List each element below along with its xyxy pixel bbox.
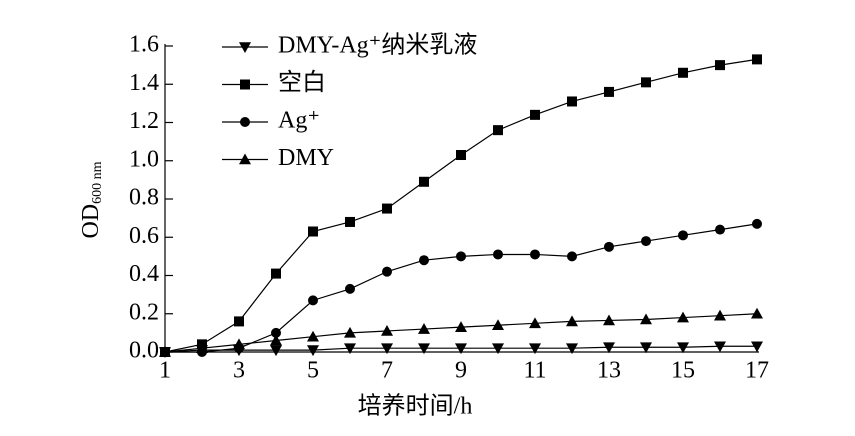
x-tick-label: 13 [597,358,621,384]
marker [455,343,467,355]
marker [603,314,615,326]
marker [751,341,763,353]
legend-marker [239,153,251,165]
y-tick-label: 0.4 [129,261,159,287]
series-line [164,58,758,353]
y-label-text: OD600 nm [78,161,106,238]
x-tick-label: 3 [233,358,245,384]
x-tick-label: 9 [455,358,467,384]
marker [530,249,540,260]
y-tick-label: 0.8 [129,185,159,211]
y-axis-label: OD600 nm [78,161,106,238]
x-tick-label: 1 [159,358,171,384]
marker [419,176,429,187]
marker [677,311,689,323]
marker [308,226,318,237]
marker [234,316,244,327]
marker [678,67,688,78]
marker [270,345,282,357]
marker [308,295,318,306]
marker [715,60,725,71]
marker [640,342,652,354]
marker [640,313,652,325]
marker [715,224,725,235]
y-label-sub: 600 nm [90,161,105,204]
y-tick-label: 1.2 [129,108,159,134]
marker [345,283,355,294]
marker [714,309,726,321]
x-tick-label: 7 [381,358,393,384]
marker [270,334,282,346]
marker [677,342,689,354]
legend-label: DMY-Ag⁺纳米乳液 [278,32,477,59]
marker [307,345,319,357]
marker [604,241,614,252]
x-tick-label: 5 [307,358,319,384]
marker [566,343,578,355]
legend-label: Ag⁺ [278,108,320,134]
marker [382,203,392,214]
marker [752,218,762,229]
marker [641,77,651,88]
marker [678,230,688,241]
x-tick-label: 17 [745,358,769,384]
y-tick-label: 0.6 [129,223,159,249]
marker [456,251,466,262]
marker [641,236,651,247]
x-tick-label: 11 [523,358,546,384]
marker [493,125,503,136]
marker [271,268,281,279]
y-tick-label: 1.4 [129,70,159,96]
marker [382,266,392,277]
marker [604,86,614,97]
marker [566,315,578,327]
x-tick-label: 15 [671,358,695,384]
marker [456,150,466,161]
marker [752,54,762,65]
marker [233,338,245,350]
y-tick-label: 0.2 [129,299,159,325]
y-tick-label: 0.0 [129,338,159,364]
marker [567,96,577,107]
marker [307,330,319,342]
y-tick-label: 1.6 [129,32,159,58]
marker [530,109,540,120]
marker [381,343,393,355]
legend-marker [239,42,251,53]
y-tick-label: 1.0 [129,146,159,172]
marker [714,341,726,353]
marker [493,249,503,260]
x-axis-label: 培养时间/h [358,393,473,420]
marker [567,251,577,262]
legend-marker [240,79,250,90]
marker [159,346,171,357]
marker [345,216,355,227]
marker [344,326,356,338]
legend-label: DMY [278,145,334,171]
legend-marker [240,117,250,127]
marker [603,342,615,354]
marker [492,319,504,331]
marker [196,342,208,353]
marker [419,255,429,266]
marker [492,343,504,355]
marker [529,317,541,329]
marker [381,324,393,336]
marker [455,321,467,332]
series-line [165,223,758,353]
marker [751,307,763,319]
marker [418,343,430,355]
legend-label: 空白 [278,69,326,96]
marker [529,343,541,355]
marker [271,327,281,338]
marker [344,343,356,355]
marker [418,323,430,334]
y-label-main: OD [78,204,104,239]
